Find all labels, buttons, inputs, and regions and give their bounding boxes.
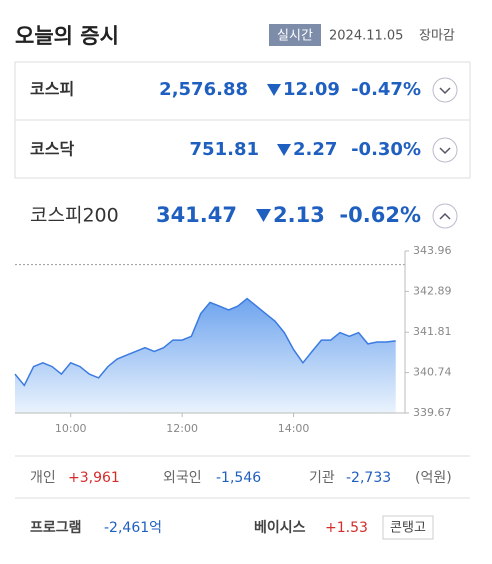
down-arrow: [267, 84, 281, 96]
index-value: 2,576.88: [159, 79, 248, 100]
chevron: [439, 87, 451, 95]
date: 2024.11.05: [329, 29, 403, 44]
chart: 339.67 340.74 341.81 342.89 343.96 10:00 12:00…: [14, 244, 452, 435]
y-tick-label: 341.81: [413, 325, 452, 338]
program-label: 프로그램: [30, 519, 82, 536]
chevron: [439, 212, 451, 220]
basis-value: +1.53: [325, 520, 368, 536]
y-tick-label: 339.67: [413, 406, 452, 419]
x-tick-label: 12:00: [166, 422, 198, 435]
index-name: 코스닥: [30, 140, 74, 159]
x-tick-label: 14:00: [278, 422, 310, 435]
program-value: -2,461억: [104, 520, 162, 536]
area: [15, 298, 396, 413]
badge: 실시간: [277, 29, 313, 44]
unit: (억원): [415, 470, 452, 486]
index-percent: -0.47%: [351, 79, 421, 100]
index-value: 341.47: [156, 203, 237, 227]
index-change: 2.13: [273, 203, 325, 227]
investor-label: 외국인: [163, 470, 202, 486]
badge-bg: [269, 24, 321, 46]
index-percent: -0.30%: [351, 139, 421, 160]
title: 오늘의 증시: [15, 24, 119, 48]
y-tick-label: 340.74: [413, 366, 452, 379]
investor-value: -1,546: [216, 470, 261, 486]
y-tick-label: 343.96: [413, 244, 452, 257]
status: 장마감: [419, 29, 455, 44]
y-tick-label: 342.89: [413, 284, 452, 297]
investor-value: -2,733: [346, 470, 391, 486]
investor-value: +3,961: [68, 470, 120, 486]
investor-label: 개인: [30, 470, 56, 486]
contango-button[interactable]: [382, 515, 434, 540]
expand-button[interactable]: [432, 137, 458, 163]
basis-label: 베이시스: [254, 519, 306, 536]
x-tick-label: 10:00: [55, 422, 87, 435]
index-percent: -0.62%: [339, 203, 421, 227]
index-change: 12.09: [283, 79, 340, 100]
investor-label: 기관: [309, 470, 335, 486]
index-change: 2.27: [293, 139, 337, 160]
expand-button[interactable]: [432, 77, 458, 103]
down-arrow: [277, 144, 291, 156]
collapse-button[interactable]: [432, 203, 458, 229]
chevron: [439, 147, 451, 155]
down-arrow: [256, 209, 271, 222]
line: [14, 297, 396, 387]
index-value: 751.81: [190, 139, 259, 160]
index-name: 코스피: [30, 80, 74, 99]
contango-label: 콘탱고: [390, 521, 426, 536]
index-name: 코스피200: [30, 205, 119, 227]
